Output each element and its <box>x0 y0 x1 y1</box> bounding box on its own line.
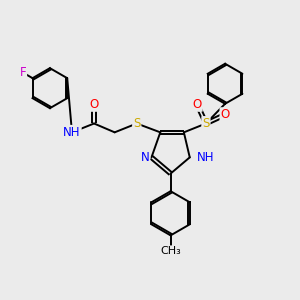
Text: O: O <box>89 98 99 111</box>
Text: CH₃: CH₃ <box>160 246 181 256</box>
Text: F: F <box>20 66 26 79</box>
Text: S: S <box>202 117 210 130</box>
Text: NH: NH <box>63 126 81 139</box>
Text: N: N <box>141 151 149 164</box>
Text: NH: NH <box>197 151 214 164</box>
Text: O: O <box>220 108 230 121</box>
Text: O: O <box>193 98 202 111</box>
Text: S: S <box>133 117 140 130</box>
